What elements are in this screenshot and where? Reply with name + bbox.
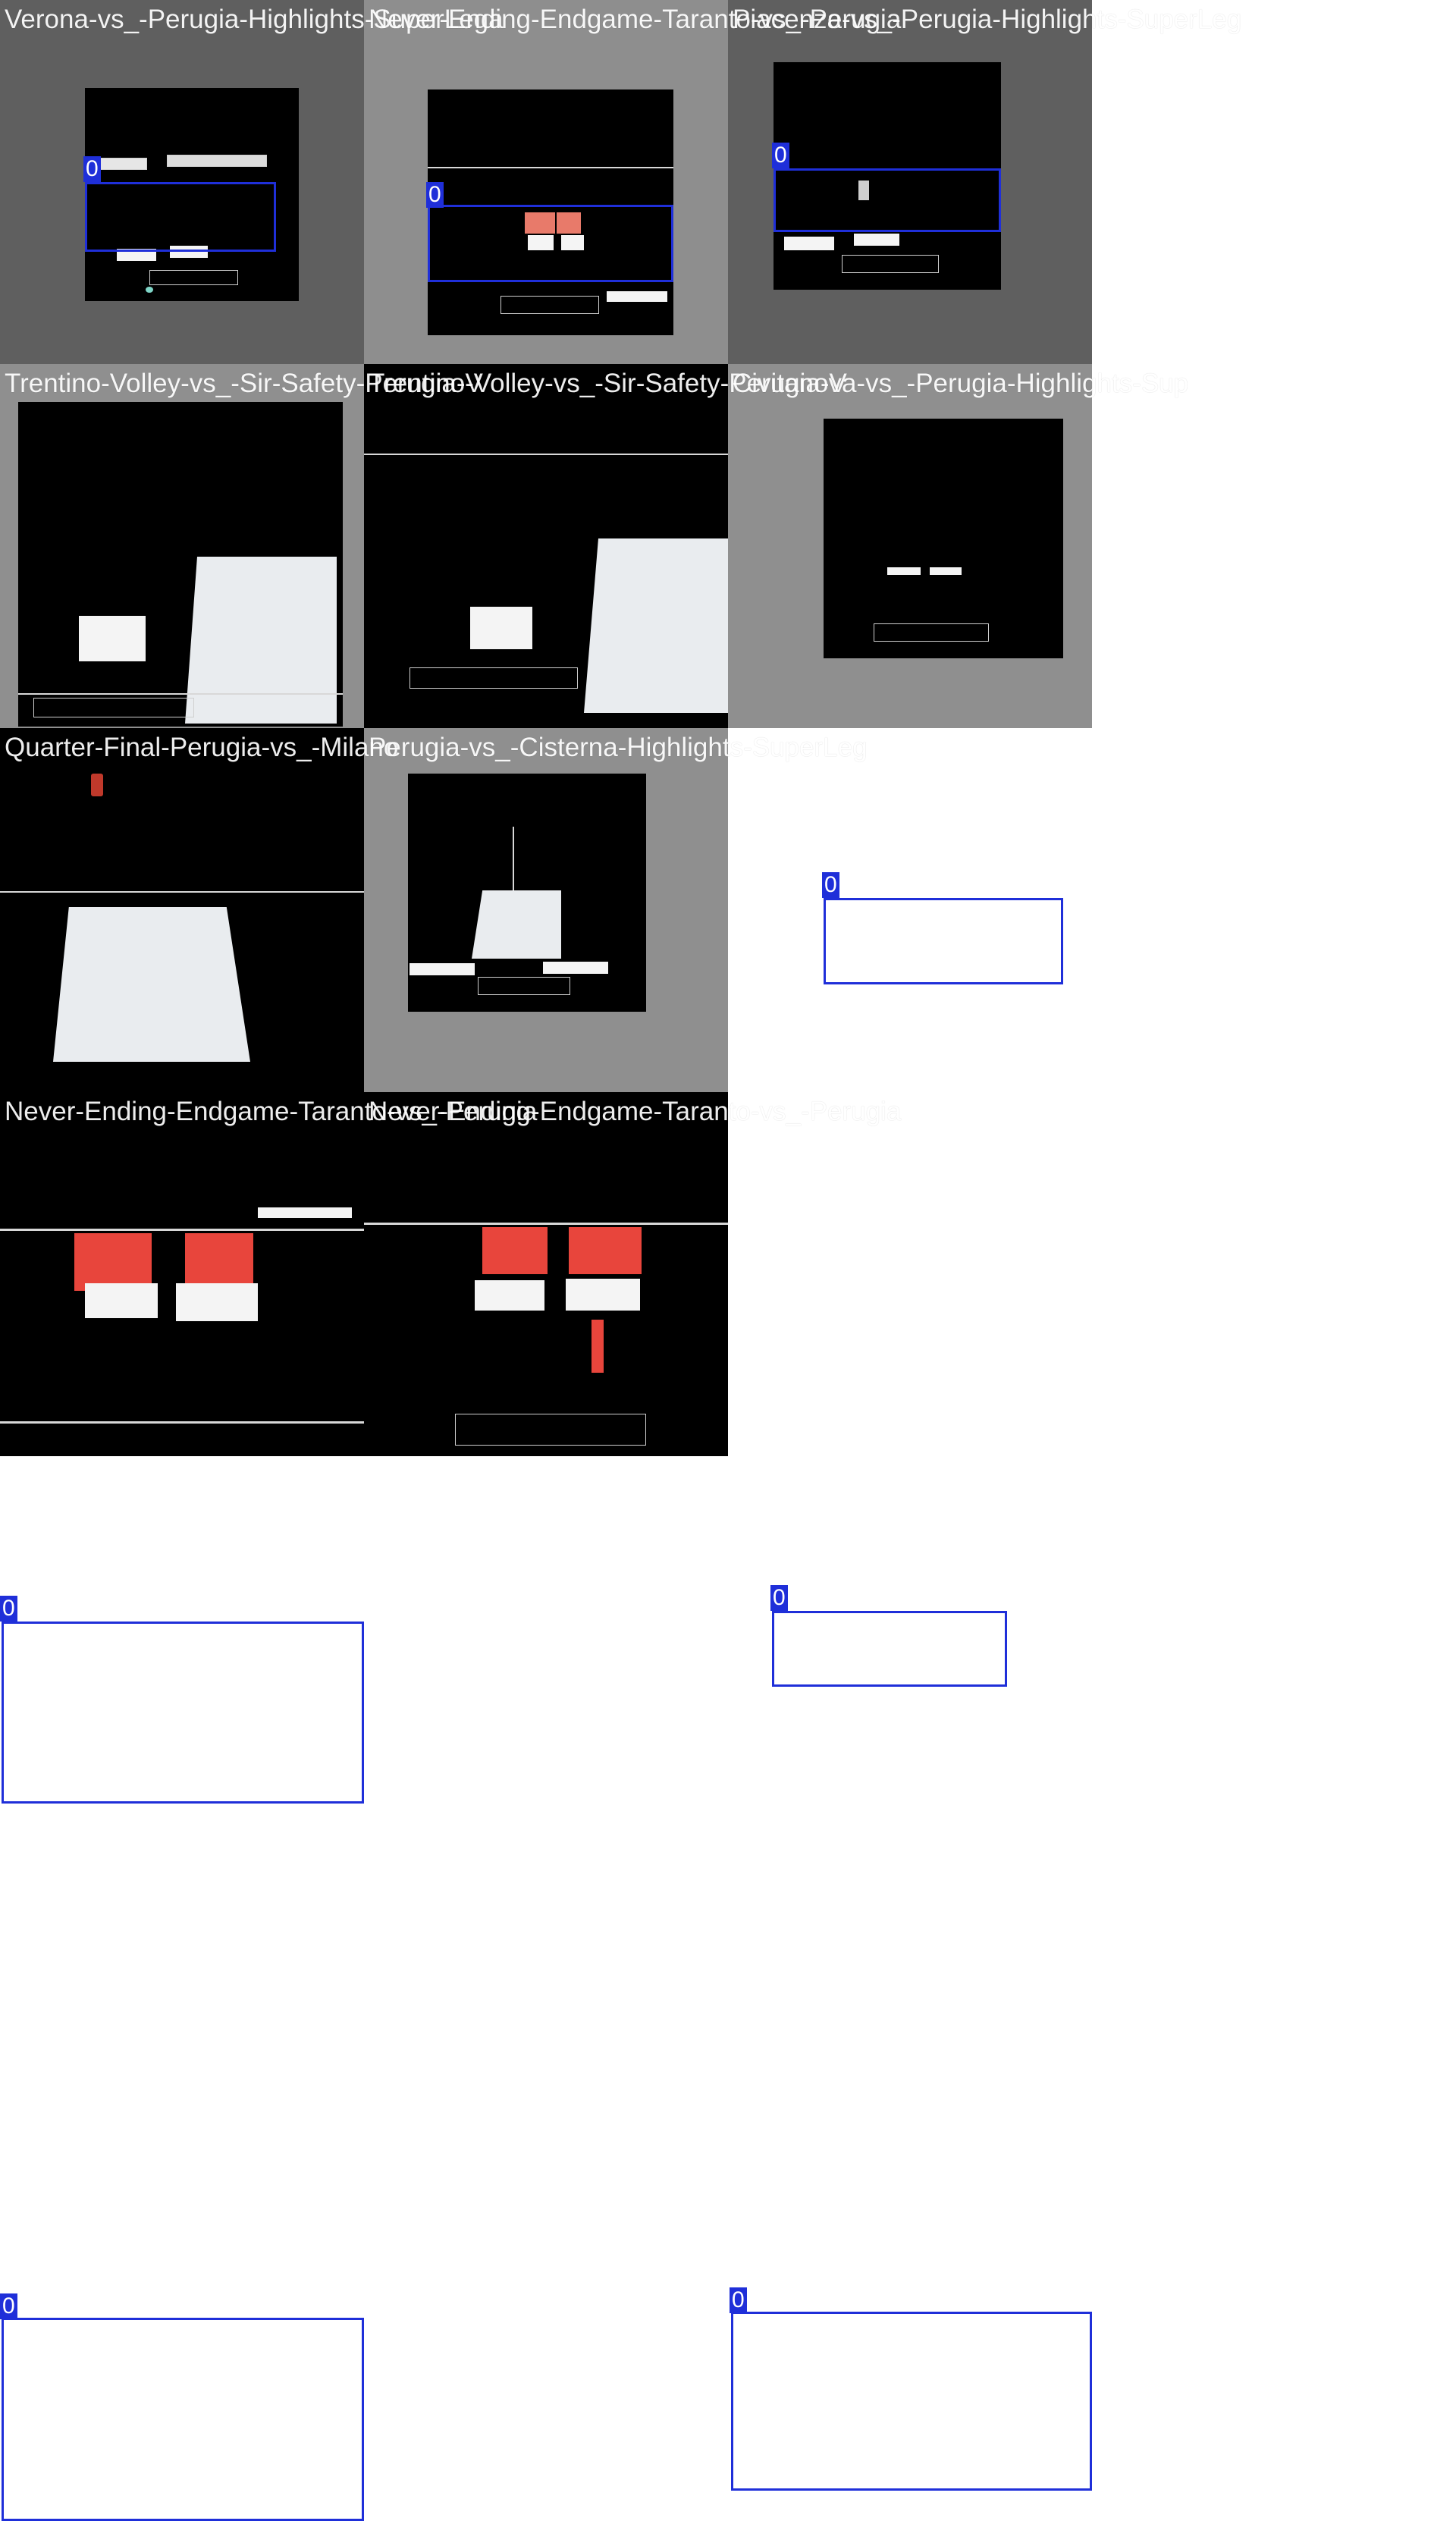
tile-image (18, 402, 343, 727)
mosaic-tile: 0 Never-Ending-Endgame-Taranto-vs_-Perug… (364, 0, 901, 364)
detection-box (85, 182, 276, 252)
tile-title: Quarter-Final-Perugia-vs_-Milano (5, 733, 399, 762)
tile-image (408, 774, 646, 1012)
tile-title: Civitanova-vs_-Perugia-Highlights-Sup (733, 369, 1189, 398)
detection-box (428, 205, 673, 282)
tile-title: Never-Ending-Endgame-Taranto-vs_-Perugia (369, 5, 902, 34)
detection-box (2, 2318, 364, 2521)
detection-label: 0 (0, 1596, 17, 1622)
mosaic-tile: 0 Civitanova-vs_-Perugia-Highlights-Sup (728, 364, 1188, 984)
tile-title: Never-Ending-Endgame-Taranto-vs_-Perugia (369, 1097, 902, 1126)
tile-image (0, 1092, 364, 1456)
detection-box (731, 2312, 1092, 2491)
detection-label: 0 (0, 2293, 17, 2319)
mosaic-tile: 0 Never-Ending-Endgame-Taranto-vs_-Perug… (364, 1092, 1092, 2491)
mosaic-tile: 0 Quarter-Final-Perugia-vs_-Milano (0, 728, 398, 1804)
tile-image (774, 62, 1001, 290)
detection-box (772, 1611, 1007, 1687)
tile-title: Trentino-Volley-vs_-Sir-Safety-Perugia-V (5, 369, 483, 398)
mosaic-tile: 0 Trentino-Volley-vs_-Sir-Safety-Perugia… (364, 364, 847, 1068)
detection-label: 0 (772, 143, 789, 168)
detection-box (824, 898, 1063, 984)
tile-image (364, 1092, 728, 1456)
detection-label: 0 (426, 182, 444, 208)
tile-image (0, 728, 364, 1092)
mosaic-tile: 0 Piacenza-vs_-Perugia-Highlights-SuperL… (728, 0, 1241, 364)
mosaic-tile: 0 Trentino-Volley-vs_-Sir-Safety-Perugia… (0, 364, 483, 1060)
tile-title: Verona-vs_-Perugia-Highlights-SuperLega (5, 5, 504, 34)
mosaic-tile: 0 Perugia-vs_-Cisterna-Highlights-SuperL… (364, 728, 1007, 1687)
tile-image (428, 89, 673, 335)
tile-title: Never-Ending-Endgame-Taranto-vs_-Perugia (5, 1097, 538, 1126)
tile-image (364, 364, 728, 728)
detection-mosaic: 0 Verona-vs_-Perugia-Highlights-SuperLeg… (0, 0, 1241, 2521)
mosaic-tile: 0 Verona-vs_-Perugia-Highlights-SuperLeg… (0, 0, 504, 364)
tile-title: Piacenza-vs_-Perugia-Highlights-SuperLeg (733, 5, 1242, 34)
tile-image (85, 88, 299, 301)
detection-label: 0 (822, 872, 839, 898)
tile-title: Perugia-vs_-Cisterna-Highlights-SuperLeg (369, 733, 868, 762)
tile-title: Trentino-Volley-vs_-Sir-Safety-Perugia-V (369, 369, 847, 398)
mosaic-tile: 0 Never-Ending-Endgame-Taranto-vs_-Perug… (0, 1092, 537, 2521)
tile-image (824, 419, 1063, 658)
detection-label: 0 (770, 1585, 788, 1611)
detection-label: 0 (83, 156, 101, 182)
detection-box (774, 168, 1001, 232)
detection-label: 0 (730, 2287, 747, 2313)
detection-box (2, 1622, 364, 1804)
